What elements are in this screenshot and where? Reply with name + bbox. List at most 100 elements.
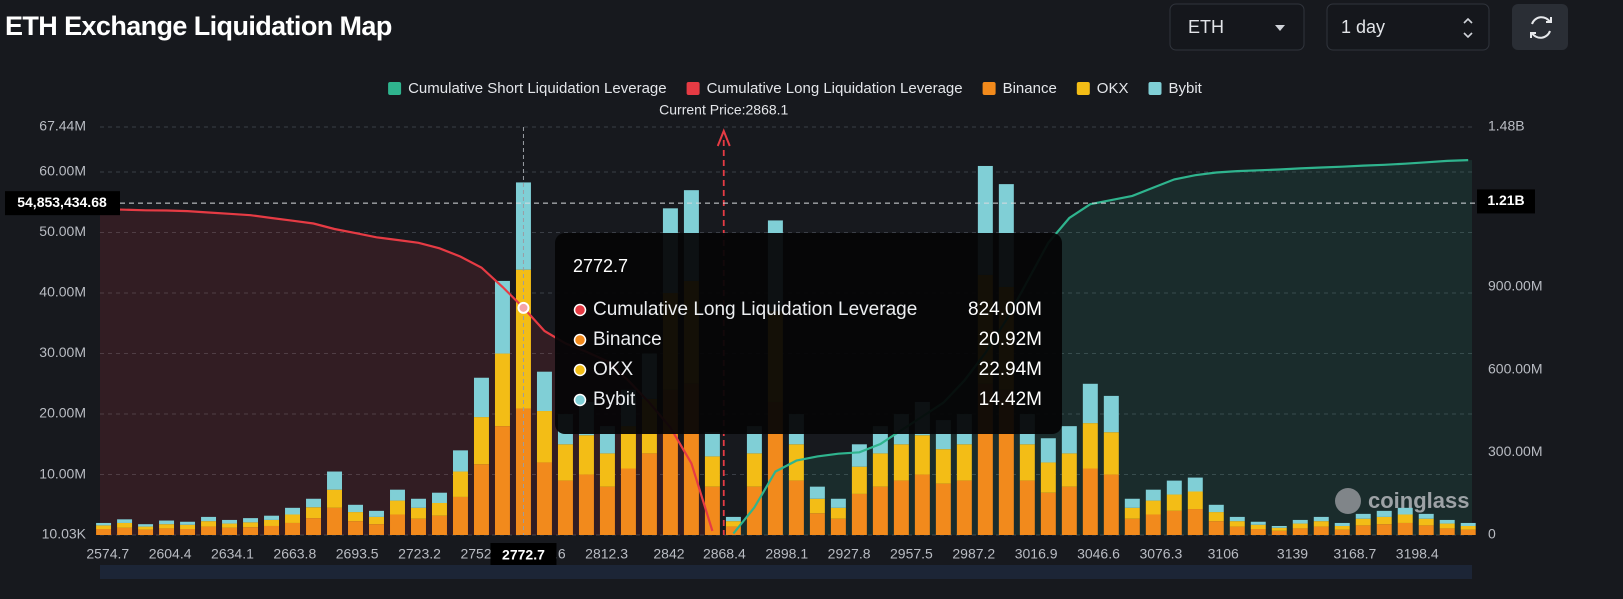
bar-segment (641, 453, 657, 535)
bar-segment (1229, 516, 1245, 522)
bar-segment (1040, 492, 1056, 535)
line (732, 159, 1469, 535)
bar-segment (96, 522, 112, 526)
bar-segment (1124, 507, 1140, 519)
bar-segment (1292, 523, 1308, 529)
bar-segment (431, 492, 447, 503)
x-tick-label: 2987.2 (952, 546, 995, 562)
bar-segment (222, 523, 238, 528)
legend-item[interactable]: Cumulative Short Liquidation Leverage (388, 80, 667, 97)
tooltip-dot (573, 393, 587, 407)
y-tick-label: 30.00M (39, 344, 86, 360)
bar-segment (872, 453, 888, 487)
y-tick-label: 10.00M (39, 465, 86, 481)
button-box (1512, 4, 1568, 50)
bar-segment (306, 498, 321, 508)
bar-segment (180, 529, 196, 535)
bar-segment (180, 524, 196, 530)
bar-segment (956, 480, 972, 535)
bar-segment (809, 498, 825, 514)
bar-segment (1187, 477, 1203, 492)
bar-segment (1397, 522, 1413, 535)
bar-segment (327, 489, 342, 508)
legend-item[interactable]: OKX (1076, 80, 1129, 97)
y-tick-label: 10.03K (42, 526, 87, 542)
current-price-label: Current Price:2868.1 (659, 102, 788, 118)
bar-segment (620, 468, 636, 535)
bar-segment (557, 444, 573, 481)
bar-segment (411, 518, 426, 535)
bar-segment (1439, 519, 1455, 524)
bar-segment (285, 507, 301, 515)
bar-segment (1082, 468, 1098, 535)
bar-segment (1040, 438, 1056, 463)
bar-segment (369, 516, 384, 525)
zoom-slider[interactable] (100, 565, 1472, 579)
bar-segment (159, 528, 175, 535)
bar-segment (306, 507, 321, 519)
crosshair-y2-box (1477, 189, 1535, 214)
crosshair-y-label: 54,853,434.68 (17, 194, 107, 210)
bar-segment (1103, 395, 1119, 433)
bar-segment (830, 498, 846, 508)
refresh-button[interactable] (1512, 4, 1568, 50)
bar-segment (411, 507, 426, 519)
bar-segment (1019, 444, 1035, 481)
bar-segment (1145, 514, 1161, 535)
bar-segment (117, 522, 133, 528)
bar-segment (1250, 529, 1266, 535)
bar-segment (1313, 516, 1329, 522)
bar-segment (1460, 522, 1476, 526)
x-tick-label: 2634.1 (211, 546, 254, 562)
bar-segment (536, 371, 552, 412)
legend-item[interactable]: Bybit (1148, 80, 1203, 97)
bar-segment (1166, 494, 1182, 511)
bar-segment (473, 377, 489, 418)
x-tick-label: 2574.7 (86, 546, 129, 562)
bar-segment (1313, 521, 1329, 527)
bar-segment (159, 524, 175, 529)
current-price-arrow (716, 128, 731, 147)
bar-segment (1418, 525, 1434, 535)
x-tick-label: 3076.3 (1139, 546, 1182, 562)
bar-segment (788, 480, 804, 535)
x-tick-label: 2723.2 (398, 546, 441, 562)
tooltip-name: Cumulative Long Liquidation Leverage (593, 299, 917, 320)
bar-segment (138, 526, 154, 530)
bar-segment (201, 516, 217, 522)
legend-item[interactable]: Cumulative Long Liquidation Leverage (686, 80, 963, 97)
x-tick-label: 2957.5 (890, 546, 933, 562)
tooltip-value: 824.00M (968, 299, 1042, 320)
bar-segment (1376, 510, 1392, 517)
bar-segment (1418, 513, 1434, 519)
bar-segment (1334, 529, 1350, 535)
x-tick-label: 3046.6 (1077, 546, 1120, 562)
y-tick-label: 60.00M (39, 163, 86, 179)
period-select[interactable]: 1 day (1326, 3, 1490, 51)
bar-segment (473, 417, 489, 465)
tooltip-value: 22.94M (979, 359, 1042, 380)
x-tick-label: 3106 (1208, 546, 1239, 562)
bar-segment (956, 444, 972, 481)
coin-select[interactable]: ETH (1169, 3, 1305, 51)
bar-segment (390, 514, 405, 535)
bar-segment (1124, 518, 1140, 535)
bar-segment (1439, 523, 1455, 529)
bar-segment (201, 521, 217, 527)
bar-segment (767, 401, 783, 535)
legend-label: OKX (1097, 80, 1129, 97)
bar-segment (222, 527, 238, 535)
select-value: ETH (1188, 17, 1224, 37)
bar-segment (746, 486, 762, 535)
bar-segment (390, 489, 405, 501)
bar-segment (348, 504, 363, 513)
crosshair-x-label: 2772.7 (502, 547, 545, 563)
bar-segment (536, 462, 552, 535)
bar-segment (1208, 504, 1224, 513)
crosshair-x-box (490, 543, 557, 569)
legend-item[interactable]: Binance (982, 80, 1057, 97)
tooltip-name: Bybit (593, 389, 636, 410)
legend-label: Cumulative Short Liquidation Leverage (408, 80, 666, 97)
